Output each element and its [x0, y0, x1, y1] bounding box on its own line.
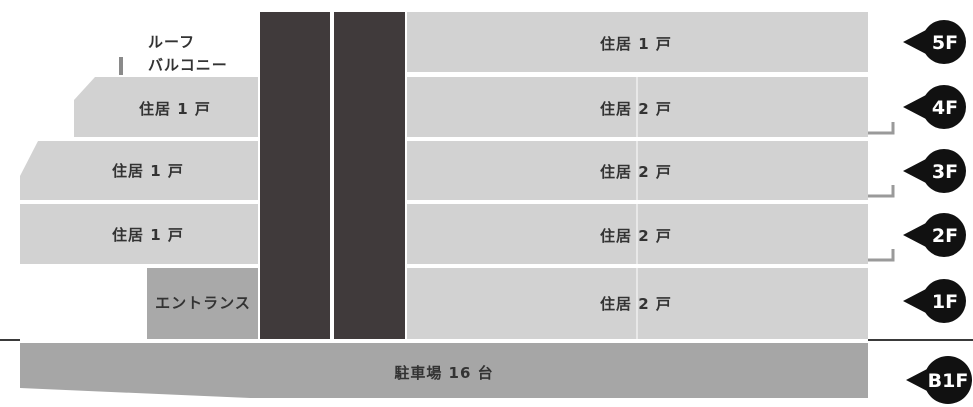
right-unit-5f [407, 12, 868, 72]
svg-text:2F: 2F [932, 225, 958, 247]
parking-label: 駐車場 16 台 [394, 364, 493, 382]
roof-balcony-label-line2: バルコニー [148, 56, 228, 74]
left-unit-3f [20, 141, 258, 200]
balcony-bracket-4f [868, 122, 895, 135]
core-column-left [260, 12, 330, 339]
roof-balcony-label-line1: ルーフ [148, 33, 195, 51]
floor-marker-b1f: B1F [906, 356, 972, 404]
svg-text:1F: 1F [932, 291, 958, 313]
balcony-bracket-3f [868, 185, 895, 198]
right-unit-3f-label: 住居 2 戸 [600, 163, 672, 181]
floor-marker-5f: 5F [903, 20, 966, 64]
core-column-right [334, 12, 405, 339]
svg-text:4F: 4F [932, 97, 958, 119]
right-unit-2f-label: 住居 2 戸 [600, 227, 672, 245]
parking-block [20, 343, 868, 398]
svg-text:B1F: B1F [928, 370, 969, 392]
roof-balcony-railing [119, 57, 123, 75]
left-unit-4f-label: 住居 1 戸 [139, 100, 211, 118]
entrance-block [147, 268, 258, 339]
right-unit-5f-label: 住居 1 戸 [600, 35, 672, 53]
right-unit-4f-label: 住居 2 戸 [600, 100, 672, 118]
floor-marker-2f: 2F [903, 213, 966, 257]
floor-marker-4f: 4F [903, 85, 966, 129]
balcony-bracket-2f [868, 249, 895, 262]
left-unit-2f [20, 204, 258, 264]
floor-marker-1f: 1F [903, 279, 966, 323]
entrance-label: エントランス [155, 294, 251, 312]
svg-text:3F: 3F [932, 161, 958, 183]
left-unit-3f-label: 住居 1 戸 [112, 162, 184, 180]
right-unit-1f-label: 住居 2 戸 [600, 295, 672, 313]
left-unit-4f [74, 77, 258, 137]
left-unit-2f-label: 住居 1 戸 [112, 226, 184, 244]
svg-text:5F: 5F [932, 32, 958, 54]
floor-marker-3f: 3F [903, 149, 966, 193]
